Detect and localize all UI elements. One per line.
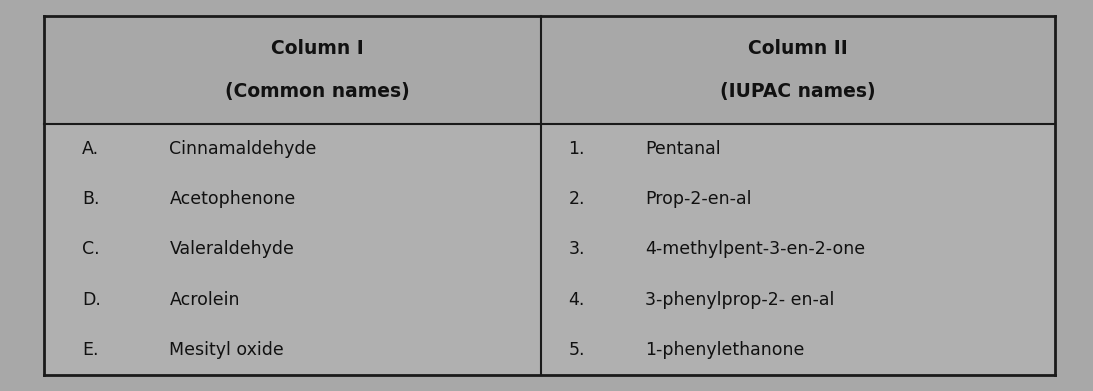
- Text: Pentanal: Pentanal: [645, 140, 720, 158]
- Text: 4.: 4.: [568, 291, 585, 309]
- Text: B.: B.: [82, 190, 99, 208]
- Text: A.: A.: [82, 140, 99, 158]
- Text: Cinnamaldehyde: Cinnamaldehyde: [169, 140, 317, 158]
- Text: 5.: 5.: [568, 341, 585, 359]
- Text: Prop-2-en-al: Prop-2-en-al: [645, 190, 751, 208]
- Text: Column II: Column II: [748, 39, 848, 57]
- Text: (IUPAC names): (IUPAC names): [720, 82, 875, 100]
- Text: Column I: Column I: [271, 39, 364, 57]
- Text: 1-phenylethanone: 1-phenylethanone: [645, 341, 804, 359]
- Bar: [44, 16, 1055, 124]
- Text: D.: D.: [82, 291, 101, 309]
- Text: E.: E.: [82, 341, 98, 359]
- Text: 4-methylpent-3-en-2-one: 4-methylpent-3-en-2-one: [645, 240, 865, 258]
- Text: 3.: 3.: [568, 240, 585, 258]
- Text: 2.: 2.: [568, 190, 585, 208]
- Text: 3-phenylprop-2- en-al: 3-phenylprop-2- en-al: [645, 291, 834, 309]
- Text: Mesityl oxide: Mesityl oxide: [169, 341, 284, 359]
- Text: Acetophenone: Acetophenone: [169, 190, 296, 208]
- Text: 1.: 1.: [568, 140, 585, 158]
- Text: (Common names): (Common names): [225, 82, 410, 100]
- Text: C.: C.: [82, 240, 99, 258]
- Text: Acrolein: Acrolein: [169, 291, 240, 309]
- Text: Valeraldehyde: Valeraldehyde: [169, 240, 294, 258]
